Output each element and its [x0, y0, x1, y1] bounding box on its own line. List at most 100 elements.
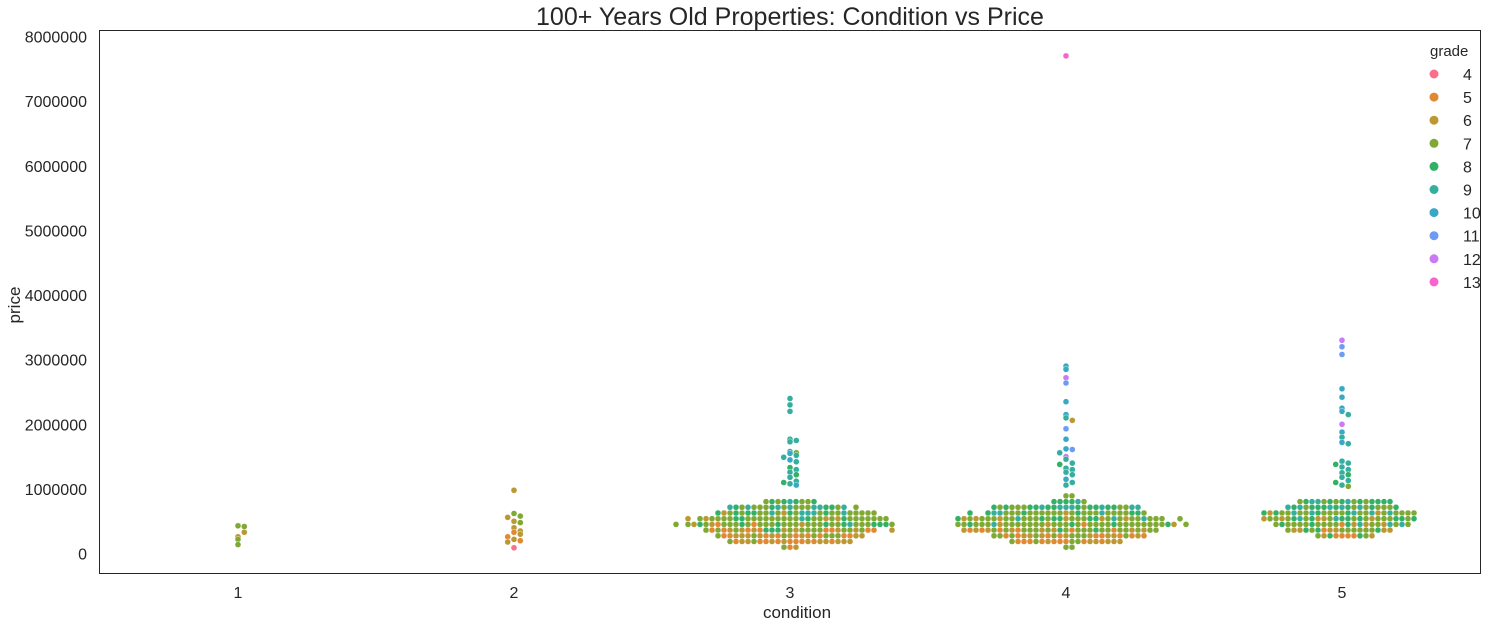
data-point: [1296, 521, 1304, 528]
data-point: [1110, 504, 1118, 511]
legend-label: 5: [1463, 90, 1472, 107]
data-point: [1104, 521, 1112, 528]
data-point: [1104, 509, 1112, 517]
data-point: [1380, 504, 1388, 511]
data-point: [810, 526, 818, 534]
data-point: [750, 504, 758, 511]
data-point: [960, 526, 968, 534]
data-point: [840, 515, 848, 522]
data-point: [1404, 509, 1412, 517]
data-point: [1338, 463, 1346, 471]
y-tick-label: 6000000: [25, 159, 87, 176]
data-point: [1002, 504, 1010, 511]
data-point: [1278, 515, 1286, 522]
data-point: [1098, 509, 1106, 517]
data-point: [786, 450, 794, 457]
data-point: [1320, 504, 1328, 511]
data-point: [1332, 526, 1340, 534]
data-point: [1038, 509, 1046, 517]
data-point: [1140, 515, 1148, 522]
data-point: [1326, 521, 1334, 528]
data-point: [1014, 526, 1022, 534]
data-point: [774, 521, 782, 528]
data-point: [1380, 526, 1388, 534]
data-point: [1314, 498, 1322, 505]
data-point: [840, 526, 848, 534]
data-point: [1062, 526, 1070, 534]
data-point: [1002, 515, 1010, 522]
data-point: [768, 498, 776, 505]
y-axis-label: price: [5, 287, 24, 324]
data-point: [1404, 521, 1412, 528]
data-point: [1068, 492, 1076, 500]
data-point: [1062, 456, 1070, 463]
y-tick-label: 8000000: [25, 29, 87, 46]
data-point: [1056, 504, 1064, 511]
data-point: [1284, 515, 1292, 522]
data-point: [1128, 504, 1136, 511]
data-point: [1368, 521, 1376, 528]
data-point: [828, 515, 836, 522]
data-point: [1308, 509, 1316, 517]
data-point: [1110, 509, 1118, 517]
data-point: [1356, 498, 1364, 505]
data-point: [1404, 515, 1412, 522]
data-point: [864, 515, 872, 522]
data-point: [810, 515, 818, 522]
data-point: [696, 521, 704, 528]
data-point: [1038, 538, 1046, 545]
data-point: [1080, 526, 1088, 534]
data-point: [804, 504, 812, 511]
data-point: [1026, 521, 1034, 528]
data-point: [1122, 532, 1130, 539]
data-point: [834, 521, 842, 528]
data-point: [762, 532, 770, 539]
data-point: [1098, 532, 1106, 539]
data-point: [1344, 498, 1352, 505]
data-point: [1350, 515, 1358, 522]
data-point: [1320, 515, 1328, 522]
data-point: [756, 538, 764, 545]
data-point: [1344, 515, 1352, 522]
data-point: [1014, 515, 1022, 522]
data-point: [1068, 532, 1076, 539]
data-point: [1050, 521, 1058, 528]
data-point: [672, 521, 680, 528]
data-point: [1044, 532, 1052, 539]
data-point: [954, 515, 962, 522]
data-point: [1398, 521, 1406, 528]
data-point: [1296, 526, 1304, 534]
points-layer: [234, 52, 1418, 551]
data-point: [1116, 509, 1124, 517]
data-point: [1014, 504, 1022, 511]
data-point: [768, 515, 776, 522]
data-point: [720, 521, 728, 528]
data-point: [714, 521, 722, 528]
data-point: [1380, 521, 1388, 528]
data-point: [756, 521, 764, 528]
data-point: [1050, 532, 1058, 539]
data-point: [822, 504, 830, 511]
data-point: [1308, 498, 1316, 505]
data-point: [1020, 504, 1028, 511]
data-point: [720, 509, 728, 517]
data-point: [780, 498, 788, 505]
data-point: [1110, 515, 1118, 522]
data-point: [846, 532, 854, 539]
data-point: [1080, 521, 1088, 528]
data-point: [517, 531, 524, 538]
data-point: [1002, 526, 1010, 534]
data-point: [1080, 532, 1088, 539]
data-point: [774, 515, 782, 522]
data-point: [1014, 509, 1022, 517]
data-point: [996, 521, 1004, 528]
data-point: [1308, 504, 1316, 511]
data-point: [756, 532, 764, 539]
data-point: [1290, 526, 1298, 534]
data-point: [1338, 343, 1346, 350]
data-point: [1345, 459, 1352, 467]
data-point: [1368, 509, 1376, 517]
data-point: [1338, 439, 1346, 446]
data-point: [768, 538, 776, 545]
data-point: [1308, 515, 1316, 522]
